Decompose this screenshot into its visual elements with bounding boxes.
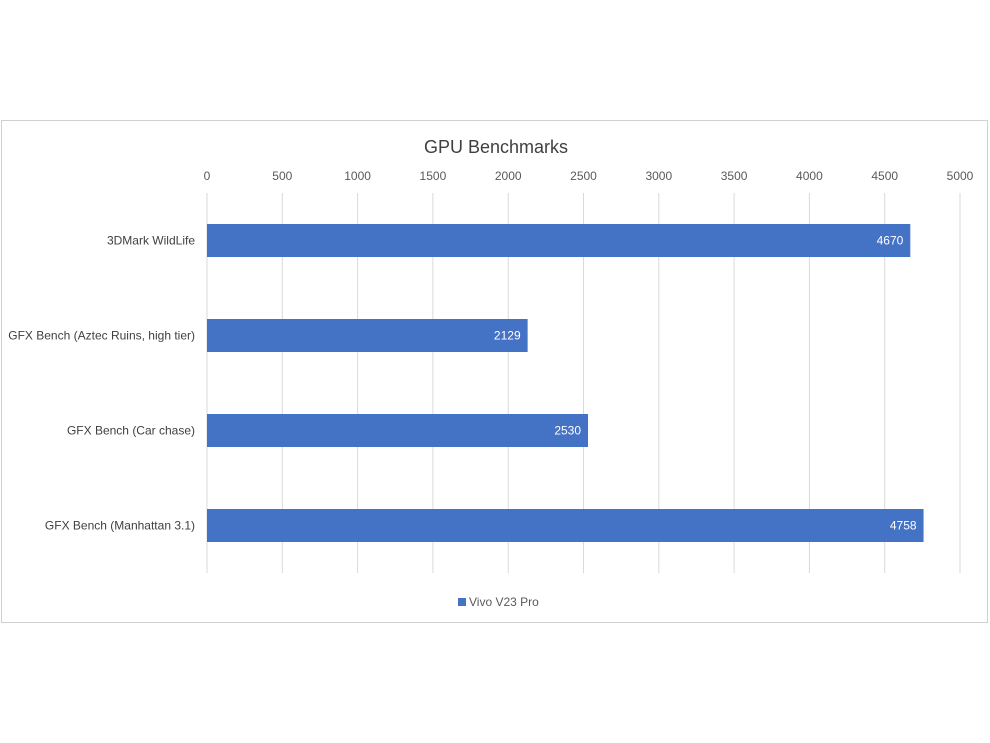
chart-frame: GPU Benchmarks 0 500 1000 1500 2000 2500 3000 3…	[1, 120, 988, 623]
x-tick-label: 3000	[645, 169, 672, 183]
x-tick-label: 0	[204, 169, 211, 183]
x-tick-label: 1500	[420, 169, 447, 183]
legend: Vivo V23 Pro	[458, 595, 539, 609]
x-tick-label: 5000	[947, 169, 974, 183]
x-tick-label: 1000	[344, 169, 371, 183]
gpu-benchmarks-chart: GPU Benchmarks 0 500 1000 1500 2000 2500 3000 3…	[8, 137, 974, 609]
x-tick-label: 500	[272, 169, 292, 183]
data-label: 4758	[890, 519, 917, 533]
category-label: 3DMark WildLife	[107, 234, 195, 248]
chart-title: GPU Benchmarks	[424, 137, 568, 157]
x-tick-label: 4500	[871, 169, 898, 183]
x-tick-label: 2500	[570, 169, 597, 183]
bar-2	[207, 414, 589, 447]
x-tick-label: 4000	[796, 169, 823, 183]
data-label: 2129	[494, 329, 521, 343]
bar-1	[207, 319, 528, 352]
category-label: GFX Bench (Aztec Ruins, high tier)	[8, 329, 195, 343]
bar-0	[207, 224, 911, 257]
legend-label: Vivo V23 Pro	[469, 595, 539, 609]
bar-3	[207, 509, 924, 542]
data-label: 4670	[877, 234, 904, 248]
category-label: GFX Bench (Manhattan 3.1)	[45, 519, 195, 533]
x-tick-label: 2000	[495, 169, 522, 183]
x-tick-label: 3500	[721, 169, 748, 183]
legend-swatch	[458, 598, 466, 606]
category-labels: 3DMark WildLife GFX Bench (Aztec Ruins, h…	[8, 234, 195, 533]
bars	[207, 224, 924, 542]
data-label: 2530	[554, 424, 581, 438]
data-labels: 4670 2129 2530 4758	[494, 234, 917, 533]
category-label: GFX Bench (Car chase)	[67, 424, 195, 438]
x-axis-tick-labels: 0 500 1000 1500 2000 2500 3000 3500 4000 4500 5000	[204, 169, 974, 183]
